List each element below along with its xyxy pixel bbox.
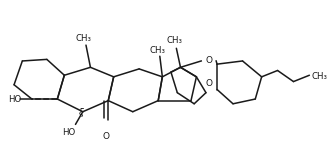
Text: O: O — [206, 56, 213, 65]
Text: O: O — [103, 132, 110, 140]
Text: ξ: ξ — [79, 108, 83, 117]
Text: CH₃: CH₃ — [166, 36, 182, 45]
Text: HO: HO — [62, 128, 76, 137]
Text: CH₃: CH₃ — [312, 72, 328, 80]
Text: CH₃: CH₃ — [76, 34, 91, 43]
Text: O: O — [206, 79, 213, 88]
Text: HO: HO — [8, 95, 21, 104]
Text: CH₃: CH₃ — [149, 46, 165, 55]
